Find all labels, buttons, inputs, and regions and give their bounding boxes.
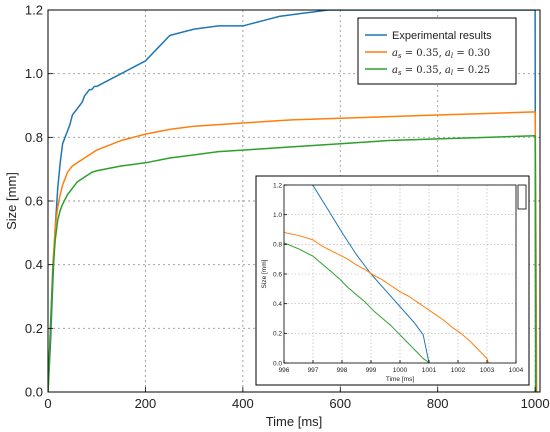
main-y-tick-label: 0.4 bbox=[25, 257, 43, 272]
main-series-line-1 bbox=[48, 111, 538, 392]
inset-legend-stub bbox=[517, 184, 527, 210]
inset-y-tick-label: 0.2 bbox=[273, 331, 282, 338]
main-x-tick-label: 200 bbox=[135, 396, 157, 411]
main-series-line-2 bbox=[48, 134, 537, 392]
inset-x-tick-label: 1003 bbox=[480, 367, 495, 374]
inset-y-tick-label: 0.4 bbox=[273, 301, 282, 308]
inset-x-tick-label: 998 bbox=[337, 367, 348, 374]
legend-label-experimental: Experimental results bbox=[392, 30, 492, 42]
inset-ticks: 996 997 998 999 1000 1001 1002 1003 1004 0.0 0.2 0.… bbox=[273, 182, 524, 374]
inset-y-axis-label: Size [mm] bbox=[261, 259, 268, 288]
main-y-tick-label: 0.8 bbox=[25, 130, 43, 145]
inset-x-tick-label: 1004 bbox=[509, 367, 524, 374]
main-series bbox=[48, 10, 538, 392]
inset-x-tick-label: 1002 bbox=[451, 367, 466, 374]
main-x-tick-label: 1000 bbox=[521, 396, 550, 411]
main-series-line-0 bbox=[48, 10, 537, 392]
inset-background bbox=[255, 175, 530, 386]
inset-y-tick-label: 0.6 bbox=[273, 271, 282, 278]
legend-label-as035-al030: as = 0.35, al = 0.30 bbox=[392, 48, 490, 60]
inset-x-tick-label: 1001 bbox=[422, 367, 437, 374]
main-y-tick-label: 0.0 bbox=[25, 385, 43, 400]
main-ticks: 0 200 400 600 800 1000 0.0 0.2 0.4 0.6 0.8 1.0 1.2 bbox=[25, 3, 550, 411]
inset-x-tick-label: 1000 bbox=[393, 367, 408, 374]
main-x-tick-label: 800 bbox=[427, 396, 449, 411]
inset-series bbox=[284, 185, 489, 363]
inset-series-line-0 bbox=[312, 185, 430, 363]
y-axis-label: Size [mm] bbox=[4, 172, 19, 230]
main-y-tick-label: 1.0 bbox=[25, 66, 43, 81]
main-x-tick-label: 400 bbox=[232, 396, 254, 411]
legend: Experimental results as = 0.35, al = 0.3… bbox=[357, 17, 517, 85]
inset-y-tick-label: 1.2 bbox=[273, 182, 282, 189]
main-y-tick-label: 1.2 bbox=[25, 3, 43, 18]
legend-box bbox=[357, 17, 517, 85]
inset-series-line-1 bbox=[284, 231, 489, 363]
inset-chart: 996 997 998 999 1000 1001 1002 1003 1004 0.0 0.2 0.… bbox=[255, 175, 530, 386]
legend-label-as035-al025: as = 0.35, al = 0.25 bbox=[392, 65, 490, 77]
inset-x-tick-label: 997 bbox=[308, 367, 319, 374]
inset-y-tick-label: 1.0 bbox=[273, 212, 282, 219]
inset-x-tick-label: 996 bbox=[279, 367, 290, 374]
inset-series-line-2 bbox=[284, 242, 430, 363]
main-y-tick-label: 0.2 bbox=[25, 321, 43, 336]
inset-y-tick-label: 0.0 bbox=[273, 360, 282, 367]
main-y-tick-label: 0.6 bbox=[25, 194, 43, 209]
inset-y-tick-label: 0.8 bbox=[273, 242, 282, 249]
main-x-tick-label: 0 bbox=[44, 396, 51, 411]
x-axis-label: Time [ms] bbox=[266, 414, 323, 429]
main-x-tick-label: 600 bbox=[329, 396, 351, 411]
inset-x-tick-label: 999 bbox=[366, 367, 377, 374]
inset-x-axis-label: Time [ms] bbox=[386, 376, 414, 383]
